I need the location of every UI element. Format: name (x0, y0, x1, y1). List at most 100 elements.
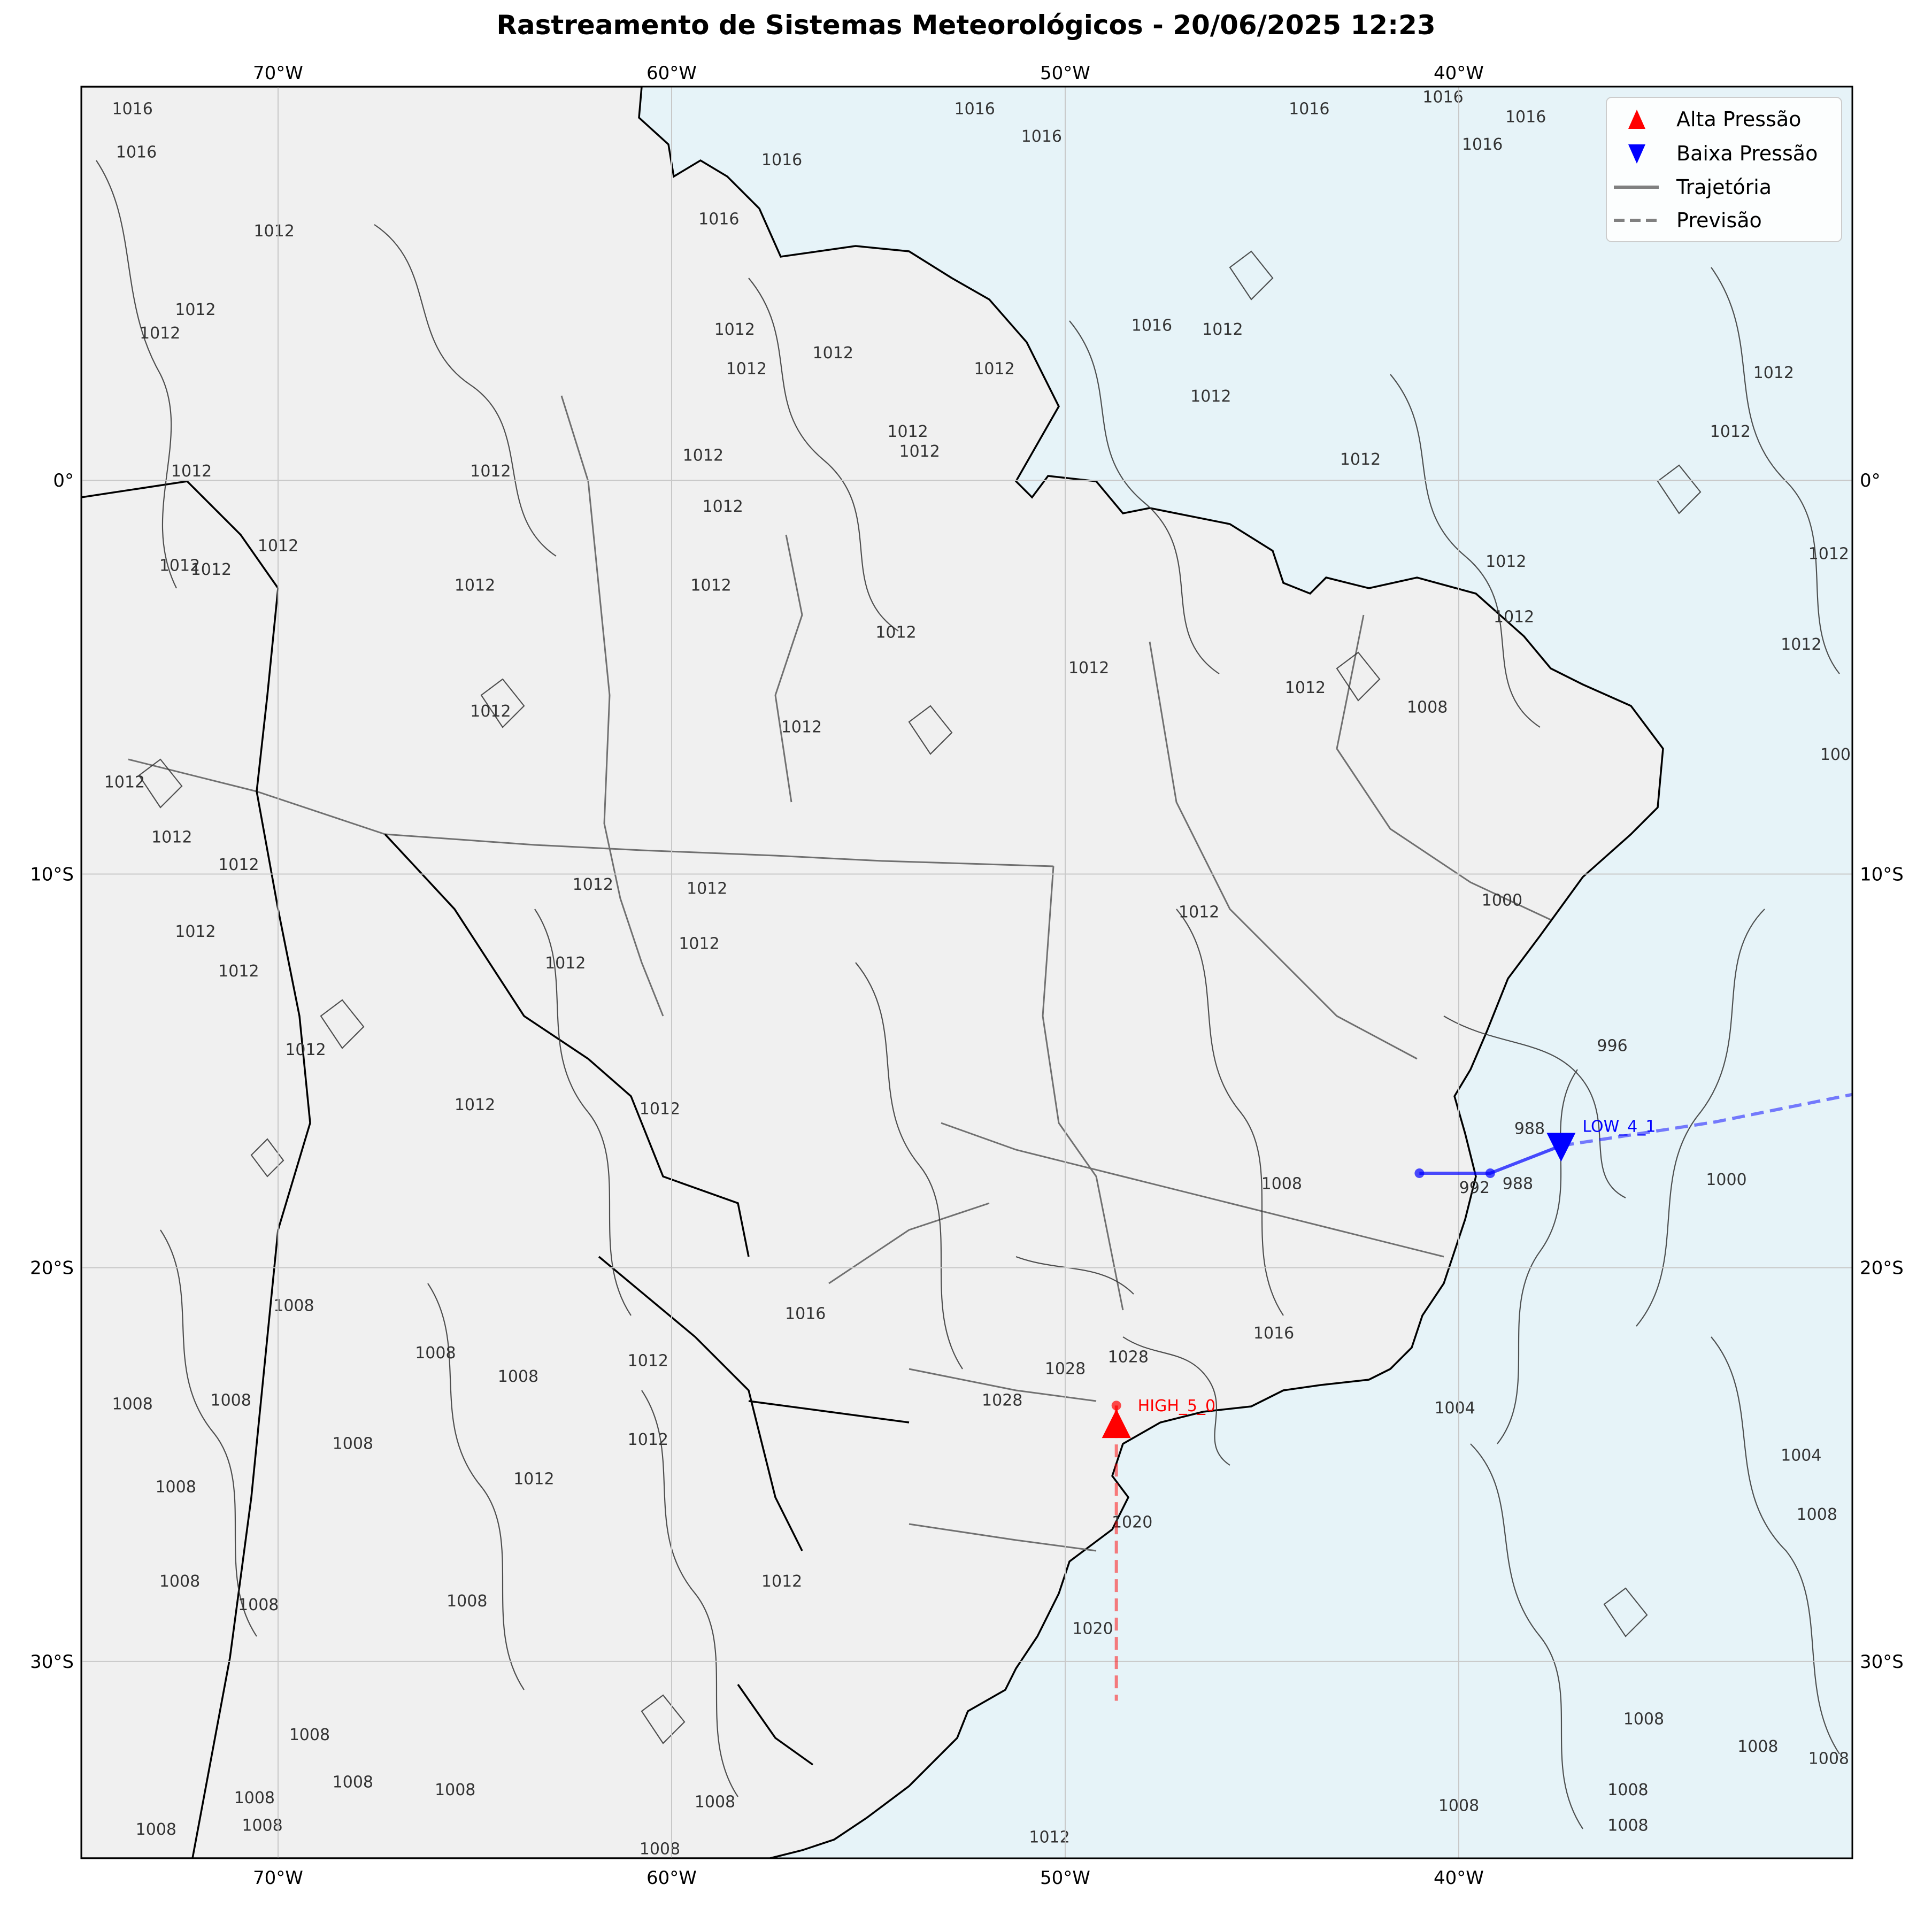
isobar-label: 1016 (112, 100, 153, 119)
lat-tick-label-left: 0° (53, 470, 74, 491)
isobar-label: 1012 (690, 576, 731, 595)
isobar-label: 1012 (175, 922, 215, 941)
isobar-label: 1012 (899, 442, 940, 461)
isobar-label: 1012 (218, 962, 259, 981)
isobar-label: 1012 (573, 875, 613, 894)
isobar-label: 1012 (813, 344, 853, 363)
lon-tick-label-top: 50°W (1040, 63, 1090, 84)
isobar-label: 1012 (104, 773, 145, 791)
isobar-label: 1004 (1434, 1399, 1475, 1418)
isobar-label: 1012 (455, 1096, 495, 1114)
isobar-label: 1012 (1029, 1828, 1069, 1847)
isobar-label: 1016 (1132, 316, 1172, 335)
legend-label-forecast: Previsão (1676, 209, 1762, 232)
map-frame (80, 86, 1853, 1859)
lat-tick-label-right: 30°S (1860, 1651, 1904, 1673)
high-pressure-triangle-icon (1628, 110, 1645, 129)
isobar-label: 1012 (159, 557, 200, 575)
lon-tick-label-bottom: 60°W (646, 1867, 697, 1889)
isobar-label: 1008 (1261, 1174, 1302, 1193)
isobar-label: 1028 (982, 1391, 1022, 1410)
isobar-label: 1016 (1021, 127, 1062, 146)
isobar-label: 1012 (175, 301, 215, 319)
isobar-label: 1008 (136, 1820, 176, 1839)
country-borders (81, 480, 910, 1858)
isobar-label: 1008 (333, 1773, 373, 1791)
axis-ticks: 70°W 70°W 60°W 60°W 50°W 50°W 40°W 40°W 0° 0° 10°S… (30, 63, 1904, 1889)
isobar-label: 1012 (191, 560, 232, 579)
isobar-label: 1012 (470, 702, 511, 721)
isobar-label: 1012 (683, 446, 723, 465)
isobar-label: 1012 (455, 576, 495, 595)
high-track-point (1111, 1401, 1121, 1411)
borders (128, 395, 1551, 1552)
isobar-label: 1008 (435, 1781, 475, 1799)
isobar-label: 1012 (151, 828, 192, 847)
isobar-label: 1008 (1808, 1749, 1849, 1768)
isobar-label: 1012 (1179, 903, 1219, 921)
low-track-point (1414, 1168, 1425, 1178)
lat-tick-label-right: 20°S (1860, 1258, 1904, 1279)
isobar-label: 988 (1514, 1119, 1545, 1138)
isobar-label: 1008 (238, 1596, 279, 1614)
low-pressure-triangle-icon (1628, 144, 1645, 164)
isobar-label: 1016 (761, 151, 802, 170)
isobar-label: 1016 (1289, 100, 1329, 119)
isobar-label: 1020 (1112, 1513, 1152, 1532)
isobar-label: 1012 (1808, 544, 1849, 563)
isobar-label: 1008 (211, 1391, 251, 1410)
isobar-label: 1012 (1190, 387, 1231, 406)
lon-tick-label-top: 60°W (646, 63, 697, 84)
isobar-label: 1012 (628, 1430, 668, 1449)
isobar-label: 1016 (785, 1304, 826, 1323)
isobar-label: 1008 (415, 1344, 456, 1363)
isobar-label: 1008 (1820, 745, 1861, 764)
lon-tick-label-top: 70°W (253, 63, 303, 84)
isobar-label: 1012 (781, 718, 822, 736)
isobar-label: 1008 (242, 1816, 282, 1835)
isobar-label: 1008 (1607, 1781, 1648, 1799)
map-title: Rastreamento de Sistemas Meteorológicos … (496, 10, 1436, 41)
isobar-label: 1008 (273, 1297, 314, 1315)
contour-label-layer: 1016101610121012101210121012101210121012… (104, 88, 1861, 1859)
isobar-label: 1012 (285, 1041, 326, 1059)
isobar-label: 1016 (955, 100, 995, 119)
isobar-label: 1012 (513, 1470, 554, 1489)
isobar-label: 1008 (155, 1478, 196, 1496)
legend-box (1606, 97, 1842, 242)
legend: Alta Pressão Baixa Pressão Trajetória Pr… (1606, 97, 1842, 242)
lon-tick-label-bottom: 70°W (253, 1867, 303, 1889)
isobar-label: 996 (1597, 1037, 1627, 1056)
isobar-label: 1008 (1623, 1710, 1664, 1729)
isobar-label: 1008 (695, 1792, 735, 1811)
isobar-label: 1028 (1108, 1348, 1149, 1366)
isobar-label: 1012 (140, 324, 180, 343)
isobar-label: 1012 (875, 624, 916, 642)
isobar-label: 1008 (447, 1592, 487, 1611)
isobar-label: 992 (1459, 1179, 1490, 1197)
isobar-label: 1012 (1285, 679, 1326, 697)
isobar-label: 1012 (887, 422, 928, 441)
isobar-label: 1008 (1737, 1737, 1778, 1756)
isobar-label: 1012 (470, 462, 511, 481)
isobar-label: 1012 (253, 222, 294, 241)
isobar-label: 1012 (1494, 607, 1534, 626)
isobar-label: 1008 (333, 1434, 373, 1453)
high-pressure-marker-icon (1102, 1409, 1131, 1438)
isobar-label: 1012 (628, 1352, 668, 1371)
lon-tick-label-bottom: 50°W (1040, 1867, 1090, 1889)
isobar-label: 1008 (1407, 698, 1448, 717)
low-track-point (1485, 1168, 1495, 1178)
isobar-label: 1012 (1340, 450, 1381, 469)
isobar-label: 1012 (703, 497, 743, 516)
isobar-label: 1020 (1072, 1619, 1113, 1638)
isobar-label: 988 (1503, 1174, 1533, 1193)
isobar-label: 1004 (1781, 1446, 1821, 1465)
isobar-label: 1016 (698, 210, 739, 229)
isobar-label: 1012 (974, 359, 1014, 378)
lon-tick-label-top: 40°W (1434, 63, 1484, 84)
low-system-label: LOW_4_1 (1582, 1117, 1656, 1136)
isobar-label: 1008 (640, 1840, 680, 1859)
isobar-label: 1000 (1482, 891, 1522, 910)
low-pressure-marker-icon (1546, 1133, 1576, 1162)
